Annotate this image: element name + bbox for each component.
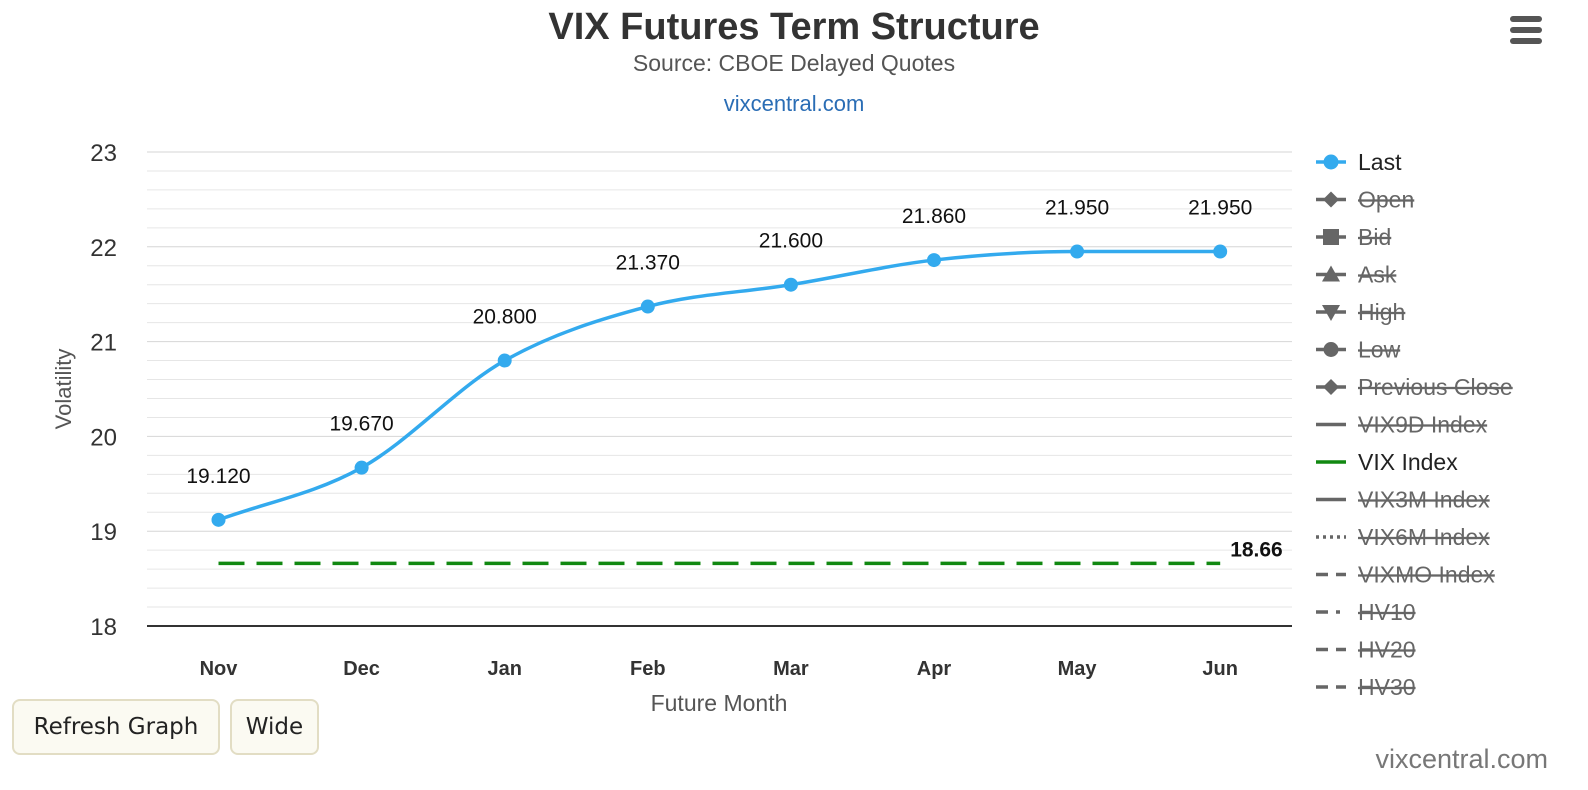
legend-item-label: Ask [1358,262,1397,288]
chart-title: VIX Futures Term Structure [548,6,1040,48]
legend-item-label: VIX9D Index [1358,412,1488,438]
refresh-graph-button[interactable]: Refresh Graph [12,699,220,755]
x-tick-label: Apr [917,658,952,680]
legend-item-hv20[interactable]: HV20 [1316,637,1416,663]
data-point-last [211,512,226,527]
legend-item-last[interactable]: Last [1316,149,1402,175]
legend-item-previous-close[interactable]: Previous Close [1316,374,1513,400]
legend-item-bid[interactable]: Bid [1316,224,1391,250]
legend-item-label: Previous Close [1358,374,1513,400]
chart-subtitle: Source: CBOE Delayed Quotes [632,50,956,76]
y-axis-ticks: 18 19 20 21 22 23 [90,140,117,641]
legend-item-open[interactable]: Open [1316,187,1414,213]
x-axis-label: Future Month [651,690,788,716]
data-label-last: 21.950 [1188,197,1252,220]
x-tick-label: Jun [1202,658,1238,680]
data-label-last: 21.950 [1045,197,1109,220]
y-tick-label: 22 [90,235,117,262]
x-axis-ticks: Nov Dec Jan Feb Mar Apr May Jun [200,658,1238,680]
data-label-last: 19.670 [329,413,393,436]
y-tick-label: 18 [90,614,117,641]
legend-item-label: Last [1358,149,1402,175]
legend-item-label: HV20 [1358,637,1416,663]
data-point-last [497,353,512,368]
y-tick-label: 21 [90,330,117,357]
x-tick-label: Dec [343,658,380,680]
data-point-last [354,460,369,475]
legend-marker-circle [1323,154,1339,170]
y-tick-label: 19 [90,519,117,546]
legend-item-ask[interactable]: Ask [1316,262,1397,288]
legend-item-label: HV30 [1358,674,1416,700]
data-label-last: 21.370 [616,252,680,275]
data-point-last [927,253,941,268]
legend-item-low[interactable]: Low [1316,337,1401,363]
legend-item-hv30[interactable]: HV30 [1316,674,1416,700]
data-label-last: 21.860 [902,205,966,228]
legend-item-label: VIX Index [1358,449,1458,475]
y-axis-label: Volatility [51,349,76,430]
legend-marker-diamond [1323,191,1339,208]
legend-item-label: VIX6M Index [1358,524,1490,550]
legend-item-label: VIXMO Index [1358,562,1495,588]
legend-marker-triangle [1322,265,1340,282]
x-tick-label: Feb [630,658,666,680]
legend-item-high[interactable]: High [1316,299,1405,325]
source-link[interactable]: vixcentral.com [723,91,865,116]
series-layer: 18.66 19.120 19.670 20.800 21.370 21.600 21.86… [186,197,1283,566]
series-line-last [217,249,1221,522]
data-label-last: 21.600 [759,230,823,253]
legend-item-label: High [1358,299,1405,325]
legend-marker-triangle-down [1322,305,1340,321]
legend-item-hv10[interactable]: HV10 [1316,599,1416,625]
credit-text: vixcentral.com [1375,744,1548,774]
legend-item-label: VIX3M Index [1358,487,1490,513]
x-tick-label: Nov [200,658,239,680]
legend-item-vix6m-index[interactable]: VIX6M Index [1316,524,1490,550]
legend-item-label: Bid [1358,224,1391,250]
data-point-last [1070,244,1085,259]
legend: Last Open Bid Ask High Low Previous Close VIX9D… [1316,149,1513,700]
legend-item-vix3m-index[interactable]: VIX3M Index [1316,487,1490,513]
legend-item-label: Low [1358,337,1401,363]
data-point-last [783,277,798,292]
hamburger-menu-icon[interactable] [1508,14,1544,46]
legend-item-vix-index[interactable]: VIX Index [1316,449,1458,475]
x-tick-label: May [1058,658,1098,680]
legend-item-label: Open [1358,187,1414,213]
x-tick-label: Mar [773,658,809,680]
legend-item-label: HV10 [1358,599,1416,625]
legend-item-vix9d-index[interactable]: VIX9D Index [1316,412,1488,438]
data-point-last [640,299,655,314]
y-tick-label: 20 [90,424,117,451]
legend-marker-square [1323,229,1339,245]
legend-marker-circle [1323,342,1339,357]
x-tick-label: Jan [487,658,521,680]
legend-item-vixmo-index[interactable]: VIXMO Index [1316,562,1495,588]
y-tick-label: 23 [90,140,117,167]
data-label-last: 20.800 [473,306,537,329]
grid-lines [147,151,1292,608]
data-label-last: 19.120 [186,465,250,488]
data-label-vix-index: 18.66 [1230,538,1283,561]
legend-marker-diamond [1323,379,1339,395]
wide-button[interactable]: Wide [230,699,319,755]
data-point-last [1213,244,1228,259]
